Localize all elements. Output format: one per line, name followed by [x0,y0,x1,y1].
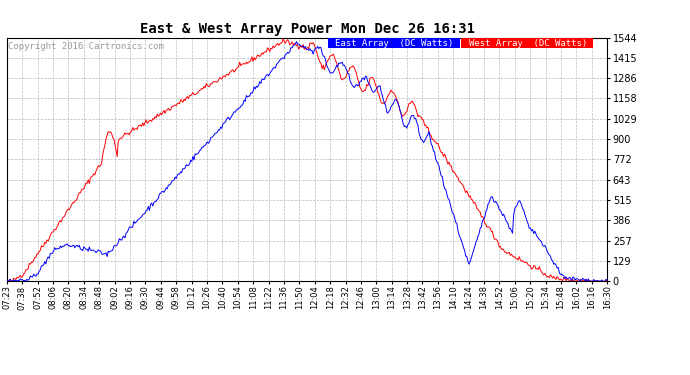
FancyBboxPatch shape [328,38,460,48]
Text: West Array  (DC Watts): West Array (DC Watts) [469,39,587,48]
FancyBboxPatch shape [462,38,593,48]
Text: Copyright 2016 Cartronics.com: Copyright 2016 Cartronics.com [8,42,164,51]
Title: East & West Array Power Mon Dec 26 16:31: East & West Array Power Mon Dec 26 16:31 [139,22,475,36]
Text: East Array  (DC Watts): East Array (DC Watts) [335,39,453,48]
